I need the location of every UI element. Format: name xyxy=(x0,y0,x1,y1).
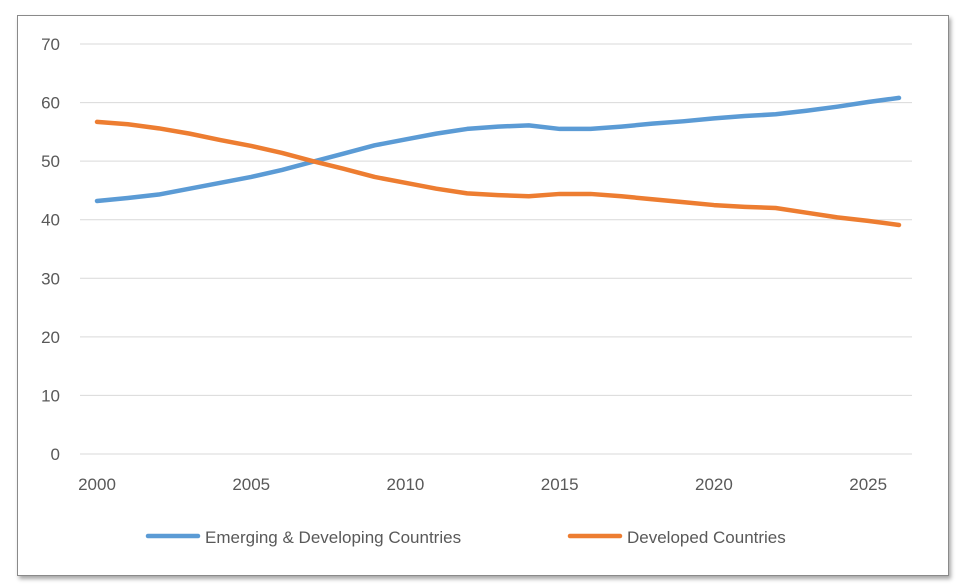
x-tick-label: 2010 xyxy=(387,475,425,494)
y-tick-label: 70 xyxy=(41,35,60,54)
chart-frame xyxy=(17,15,949,576)
x-tick-label: 2005 xyxy=(232,475,270,494)
x-tick-label: 2025 xyxy=(849,475,887,494)
y-tick-label: 20 xyxy=(41,328,60,347)
y-tick-label: 0 xyxy=(51,445,60,464)
y-tick-label: 30 xyxy=(41,269,60,288)
legend-label: Emerging & Developing Countries xyxy=(205,528,461,547)
legend-label: Developed Countries xyxy=(627,528,786,547)
series-line xyxy=(94,95,902,204)
x-tick-label: 2000 xyxy=(78,475,116,494)
x-tick-label: 2015 xyxy=(541,475,579,494)
y-tick-label: 60 xyxy=(41,94,60,113)
y-tick-label: 40 xyxy=(41,211,60,230)
series-line xyxy=(94,119,902,228)
y-tick-label: 50 xyxy=(41,152,60,171)
y-tick-label: 10 xyxy=(41,386,60,405)
x-tick-label: 2020 xyxy=(695,475,733,494)
